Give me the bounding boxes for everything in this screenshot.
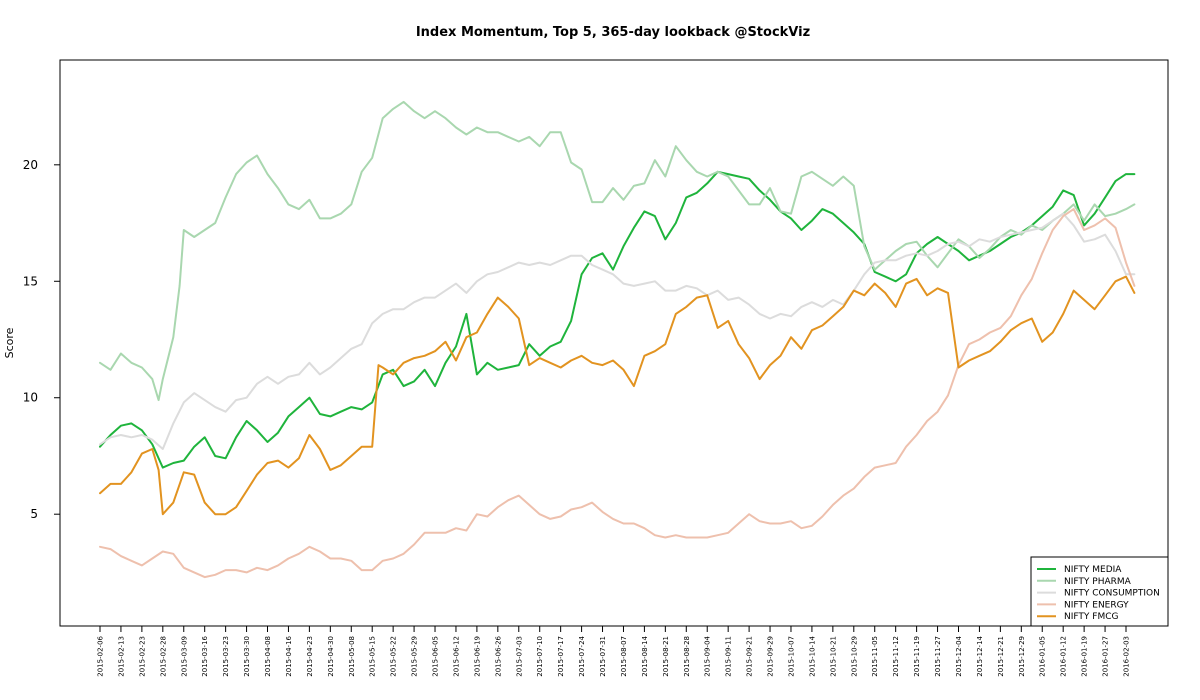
x-tick-label: 2015-04-16 (285, 635, 293, 676)
x-tick-label: 2015-05-22 (390, 636, 398, 677)
legend-label: NIFTY PHARMA (1064, 577, 1132, 587)
x-tick-label: 2015-06-26 (494, 635, 502, 676)
legend-label: NIFTY MEDIA (1064, 565, 1122, 575)
series-line-nifty-consumption (99, 212, 1136, 450)
x-tick-label: 2015-03-30 (243, 636, 251, 677)
y-axis-label: Score (3, 327, 16, 358)
series-line-nifty-energy (99, 208, 1136, 579)
y-tick-label: 15 (23, 274, 38, 288)
x-tick-label: 2016-01-19 (1081, 636, 1089, 677)
legend: NIFTY MEDIA NIFTY PHARMA NIFTY CONSUMPTION… (1030, 556, 1169, 627)
x-tick-label: 2015-07-03 (515, 636, 523, 677)
x-tick-label: 2015-08-07 (620, 636, 628, 677)
x-tick-label: 2015-12-21 (997, 636, 1005, 677)
x-tick-label: 2015-07-17 (557, 636, 565, 677)
x-tick-label: 2015-08-14 (641, 635, 649, 676)
x-axis: 2015-02-06 2015-02-13 2015-02-23 2015-02-28… (97, 626, 1131, 677)
y-tick-label: 5 (30, 507, 38, 521)
plot-frame (59, 59, 1169, 627)
x-tick-label: 2015-03-16 (201, 635, 209, 676)
series-layer (99, 100, 1136, 579)
x-tick-label: 2015-07-31 (599, 636, 607, 677)
x-tick-label: 2015-08-21 (662, 636, 670, 677)
x-tick-label: 2015-09-21 (746, 636, 754, 677)
x-tick-label: 2015-04-30 (327, 636, 335, 677)
series-line-nifty-fmcg (99, 275, 1136, 516)
x-tick-label: 2015-02-28 (159, 636, 167, 677)
x-tick-label: 2015-09-04 (704, 635, 712, 676)
x-tick-label: 2015-11-27 (934, 636, 942, 677)
x-tick-label: 2015-09-29 (767, 636, 775, 677)
x-tick-label: 2015-11-05 (871, 636, 879, 677)
legend-label: NIFTY CONSUMPTION (1064, 589, 1160, 599)
x-tick-label: 2015-11-12 (892, 636, 900, 677)
x-tick-label: 2015-10-14 (808, 635, 816, 676)
x-tick-label: 2015-12-29 (1018, 636, 1026, 677)
x-tick-label: 2015-06-05 (432, 636, 440, 677)
legend-label: NIFTY ENERGY (1064, 600, 1129, 610)
x-tick-label: 2015-06-19 (473, 636, 481, 677)
x-tick-label: 2015-04-23 (306, 636, 314, 677)
x-tick-label: 2015-06-12 (452, 636, 460, 677)
series-line-nifty-media (99, 170, 1136, 469)
x-tick-label: 2015-07-24 (578, 635, 586, 676)
x-tick-label: 2015-02-23 (138, 636, 146, 677)
x-tick-label: 2015-03-09 (180, 636, 188, 677)
x-tick-label: 2015-12-14 (976, 635, 984, 676)
x-tick-label: 2015-02-06 (97, 635, 105, 676)
x-tick-label: 2016-01-05 (1039, 636, 1047, 677)
series-line-nifty-pharma (99, 100, 1136, 402)
x-tick-label: 2016-01-27 (1102, 636, 1110, 677)
x-tick-label: 2015-10-07 (787, 636, 795, 677)
x-tick-label: 2015-05-08 (348, 636, 356, 677)
x-tick-label: 2015-12-04 (955, 635, 963, 676)
x-tick-label: 2015-02-13 (117, 636, 125, 677)
x-tick-label: 2015-03-23 (222, 636, 230, 677)
x-tick-label: 2016-01-12 (1060, 636, 1068, 677)
x-tick-label: 2015-11-19 (913, 636, 921, 677)
x-tick-label: 2015-05-29 (411, 636, 419, 677)
legend-label: NIFTY FMCG (1064, 612, 1118, 622)
x-tick-label: 2015-09-11 (725, 636, 733, 677)
y-axis: 5 10 15 20 (23, 158, 60, 521)
x-tick-label: 2015-10-29 (850, 636, 858, 677)
x-tick-label: 2015-07-10 (536, 636, 544, 677)
x-tick-label: 2015-10-21 (829, 636, 837, 677)
x-tick-label: 2016-02-03 (1123, 636, 1131, 677)
chart-title: Index Momentum, Top 5, 365-day lookback … (416, 25, 810, 40)
x-tick-label: 2015-05-15 (369, 636, 377, 677)
x-tick-label: 2015-08-28 (683, 636, 691, 677)
x-tick-label: 2015-04-08 (264, 636, 272, 677)
y-tick-label: 10 (23, 391, 38, 405)
y-tick-label: 20 (23, 158, 38, 172)
